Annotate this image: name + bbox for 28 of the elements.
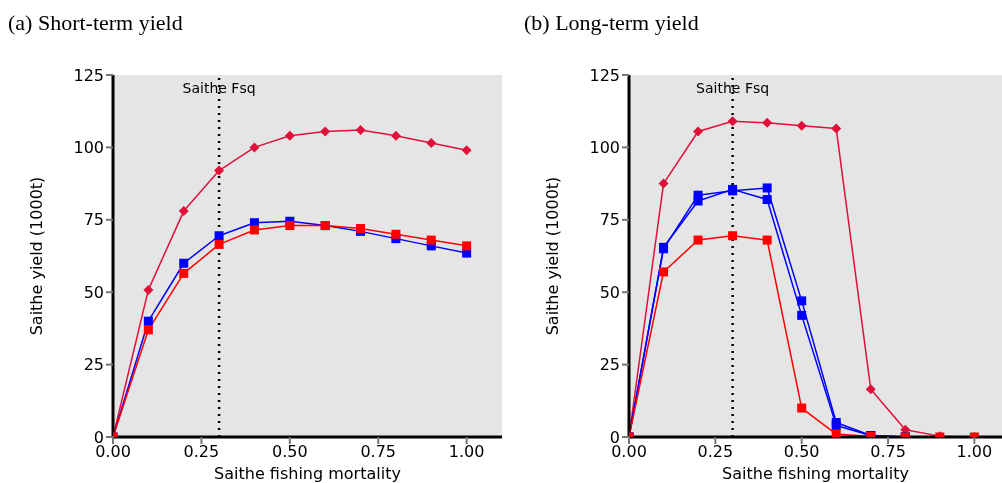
ref-line-label: Saithe Fsq xyxy=(696,79,770,96)
y-tick-label: 125 xyxy=(73,65,104,85)
y-tick-label: 75 xyxy=(599,210,620,230)
y-tick-label: 100 xyxy=(589,138,620,158)
chart-title: (a) Short-term yield xyxy=(8,10,183,36)
y-tick-label: 100 xyxy=(73,138,104,158)
x-tick-label: 0.25 xyxy=(697,442,734,462)
x-axis-title: Saithe fishing mortality xyxy=(722,464,909,483)
x-tick-label: 1.00 xyxy=(448,442,485,462)
y-tick-label: 50 xyxy=(599,282,620,302)
y-tick-label: 75 xyxy=(83,210,104,230)
ref-line-label: Saithe Fsq xyxy=(182,79,256,96)
x-tick-label: 0.50 xyxy=(783,442,820,462)
x-tick-label: 0.75 xyxy=(870,442,906,462)
x-tick-label: 0.00 xyxy=(611,442,647,462)
y-tick-label: 25 xyxy=(599,355,620,375)
y-tick-label: 50 xyxy=(83,282,104,302)
y-tick-label: 125 xyxy=(589,65,620,85)
y-tick-label: 25 xyxy=(83,355,104,375)
x-axis-title: Saithe fishing mortality xyxy=(214,464,401,483)
chart-title: (b) Long-term yield xyxy=(524,10,699,36)
x-tick-label: 0.50 xyxy=(272,442,308,462)
x-tick-label: 0.75 xyxy=(360,442,397,462)
y-axis-title: Saithe yield (1000t) xyxy=(542,176,562,336)
x-tick-label: 1.00 xyxy=(956,442,993,462)
y-axis-title: Saithe yield (1000t) xyxy=(26,176,46,336)
x-tick-label: 0.00 xyxy=(95,442,131,462)
x-tick-label: 0.25 xyxy=(183,442,220,462)
